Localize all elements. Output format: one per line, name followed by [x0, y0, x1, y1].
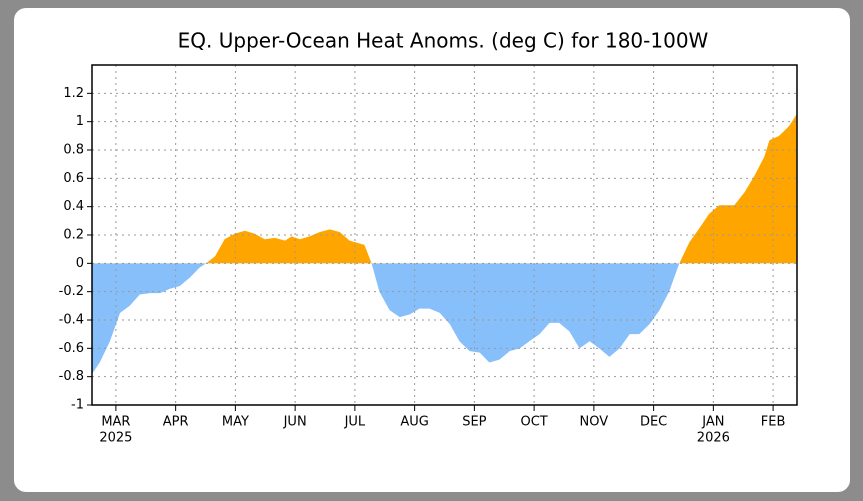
x-tick-label: AUG — [400, 415, 428, 430]
x-tick-label: JUL — [344, 415, 366, 430]
y-tick-label: 1 — [76, 114, 84, 129]
year-label: 2026 — [697, 431, 730, 446]
y-tick-label: -0.4 — [59, 313, 84, 328]
x-tick-label: SEP — [462, 415, 486, 430]
x-tick-label: JAN — [701, 415, 724, 430]
plot-frame — [91, 64, 798, 406]
y-tick-label: -1 — [71, 398, 84, 413]
y-tick-label: 0.2 — [63, 228, 84, 243]
y-tick-label: 0 — [76, 256, 84, 271]
negative-area — [92, 263, 680, 374]
x-tick-label: MAY — [222, 415, 249, 430]
chart-title: EQ. Upper-Ocean Heat Anoms. (deg C) for … — [178, 29, 709, 53]
x-tick-label: APR — [163, 415, 189, 430]
x-tick-label: JUN — [283, 415, 307, 430]
x-tick-label: OCT — [520, 415, 547, 430]
year-label: 2025 — [99, 431, 132, 446]
x-tick-label: MAR — [101, 415, 130, 430]
y-tick-label: 0.6 — [63, 171, 84, 186]
x-tick-label: FEB — [761, 415, 786, 430]
y-tick-label: -0.8 — [59, 369, 84, 384]
y-tick-label: 0.4 — [63, 199, 84, 214]
positive-area — [92, 114, 797, 264]
y-tick-label: 1.2 — [63, 86, 84, 101]
x-tick-label: DEC — [640, 415, 667, 430]
y-tick-label: -0.6 — [59, 341, 84, 356]
y-tick-label: 0.8 — [63, 143, 84, 158]
x-tick-label: NOV — [580, 415, 609, 430]
y-tick-label: -0.2 — [59, 284, 84, 299]
